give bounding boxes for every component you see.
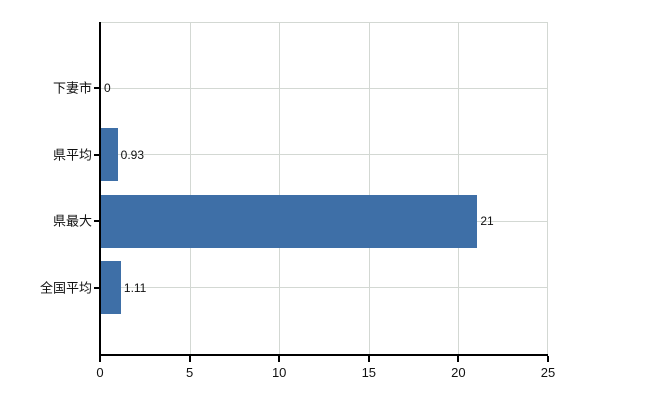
gridline-horizontal <box>100 154 548 156</box>
category-label: 県最大 <box>52 213 92 229</box>
gridline-horizontal <box>100 287 548 289</box>
x-tick-mark <box>278 356 281 362</box>
y-tick-mark <box>94 286 100 289</box>
category-label: 全国平均 <box>39 280 92 296</box>
bar-value-label: 0.93 <box>120 147 145 162</box>
gridline-vertical <box>189 22 191 354</box>
gridline-vertical <box>368 22 370 354</box>
x-tick-label: 20 <box>451 365 466 380</box>
y-axis-line <box>99 22 101 356</box>
y-tick-mark <box>94 220 100 223</box>
x-tick-mark <box>547 356 549 362</box>
y-tick-mark <box>94 87 100 90</box>
x-axis-line <box>99 354 548 356</box>
x-tick-label: 15 <box>361 365 377 380</box>
x-tick-mark <box>457 356 460 362</box>
x-tick-label: 10 <box>271 365 287 380</box>
bar <box>101 261 121 315</box>
x-tick-label: 0 <box>96 365 104 380</box>
gridline-vertical <box>279 22 281 354</box>
bar-value-label: 1.11 <box>123 280 147 295</box>
bar <box>101 128 118 182</box>
bar-value-label: 0 <box>104 81 111 96</box>
plot-area <box>100 22 548 354</box>
x-tick-mark <box>99 356 101 362</box>
x-tick-mark <box>188 356 191 362</box>
bar-value-label: 21 <box>480 214 494 229</box>
gridline-horizontal <box>100 87 548 89</box>
x-tick-label: 5 <box>185 365 194 380</box>
gridline-vertical <box>458 22 460 354</box>
category-label: 下妻市 <box>52 80 92 96</box>
y-tick-mark <box>94 153 100 156</box>
bar <box>101 194 478 248</box>
category-label: 県平均 <box>52 147 92 163</box>
x-tick-mark <box>367 356 370 362</box>
x-tick-label: 25 <box>540 365 556 380</box>
